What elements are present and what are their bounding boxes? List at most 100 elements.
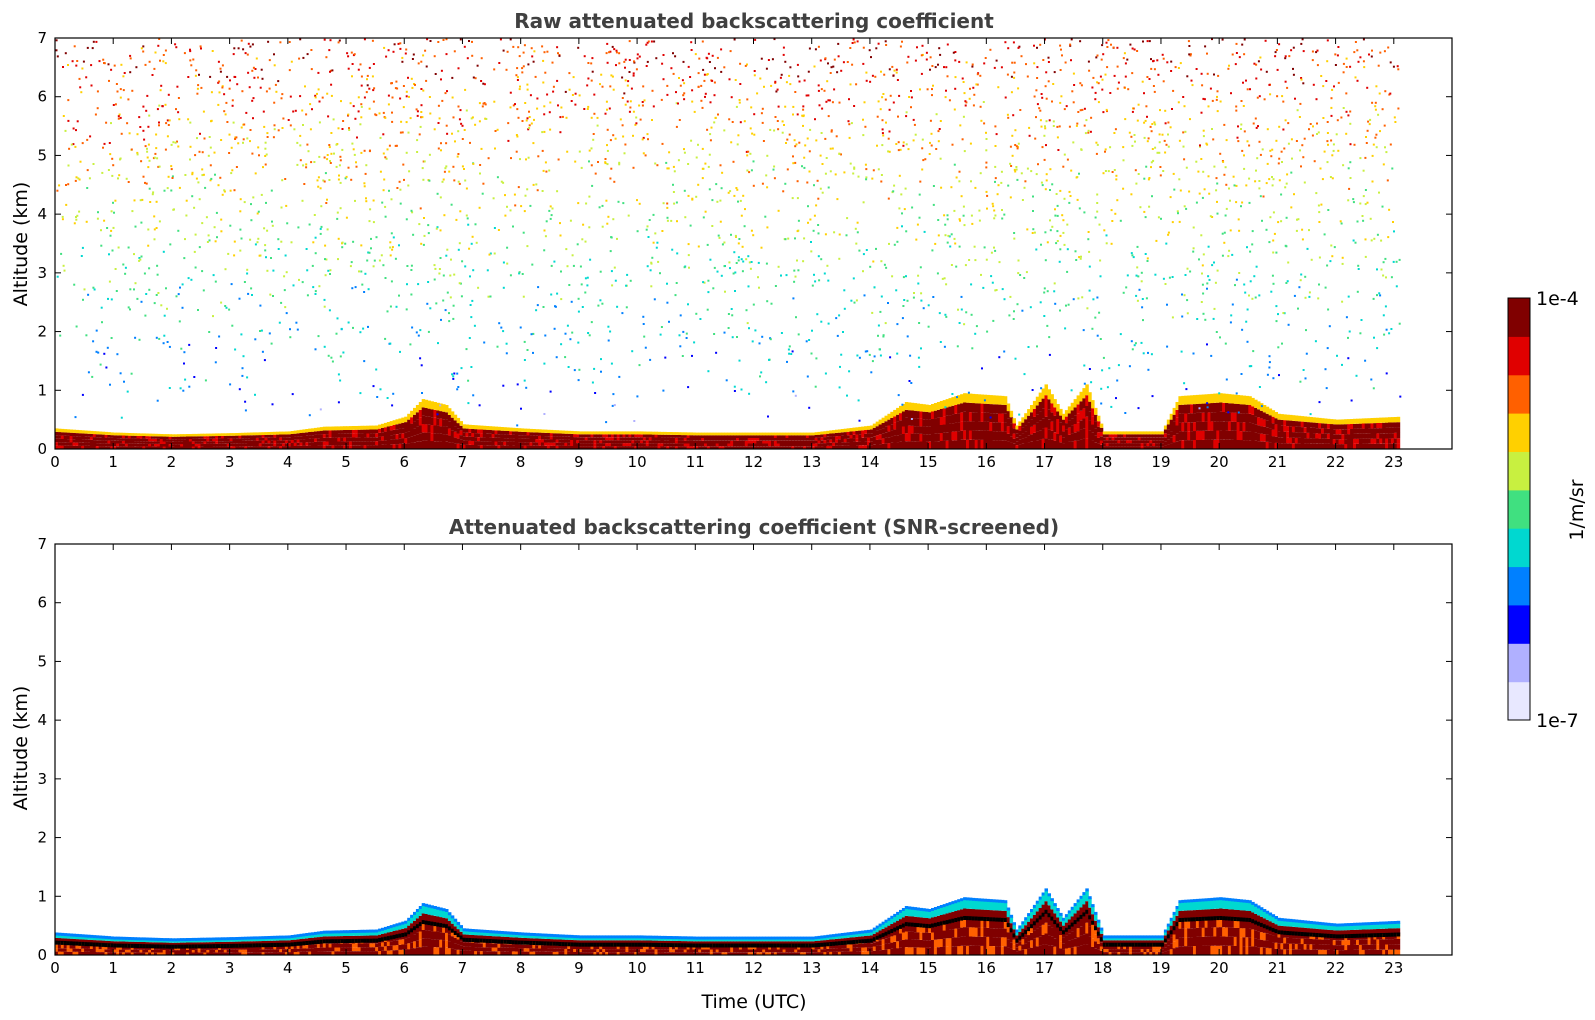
noise-pixel xyxy=(931,88,933,91)
noise-pixel xyxy=(691,354,693,357)
boundary-layer-cell xyxy=(127,438,132,441)
boundary-layer-cell xyxy=(139,438,143,442)
noise-pixel xyxy=(543,229,546,232)
boundary-layer-cell xyxy=(907,433,912,442)
boundary-layer-cell xyxy=(738,432,743,436)
boundary-layer-cell xyxy=(846,442,851,446)
noise-pixel xyxy=(891,275,894,278)
noise-pixel xyxy=(314,290,317,293)
noise-pixel xyxy=(991,202,994,205)
boundary-layer-cell xyxy=(974,439,979,449)
boundary-layer-cell xyxy=(736,438,740,441)
boundary-layer-cell xyxy=(124,441,129,444)
boundary-layer-cell xyxy=(776,438,781,441)
boundary-layer-cell xyxy=(1385,438,1389,444)
boundary-layer-cell xyxy=(299,436,303,440)
boundary-layer-cell xyxy=(1373,417,1377,424)
noise-pixel xyxy=(195,69,198,72)
boundary-layer-cell xyxy=(1216,430,1220,440)
boundary-layer-cell xyxy=(1201,403,1206,413)
noise-pixel xyxy=(1258,180,1261,182)
noise-pixel xyxy=(607,215,610,218)
boundary-layer-cell xyxy=(1018,426,1022,431)
boundary-layer-cell xyxy=(340,426,344,431)
boundary-layer-cell xyxy=(349,433,353,438)
boundary-layer-cell xyxy=(1190,440,1194,449)
boundary-layer-cell xyxy=(1326,418,1331,424)
boundary-layer-cell xyxy=(907,410,912,418)
boundary-layer-cell xyxy=(931,419,935,427)
noise-pixel xyxy=(970,313,973,316)
boundary-layer-cell xyxy=(805,432,810,436)
boundary-layer-cell xyxy=(925,426,929,435)
noise-pixel xyxy=(1274,55,1277,58)
noise-pixel xyxy=(127,306,130,309)
noise-pixel xyxy=(1076,122,1079,125)
noise-pixel xyxy=(634,123,637,126)
boundary-layer-cell xyxy=(383,431,388,436)
noise-pixel xyxy=(365,91,368,94)
boundary-layer-cell xyxy=(296,433,301,437)
boundary-layer-cell xyxy=(110,437,114,441)
noise-pixel xyxy=(711,54,714,57)
noise-pixel xyxy=(75,64,78,67)
noise-pixel xyxy=(102,58,105,61)
noise-pixel xyxy=(770,302,773,305)
noise-pixel xyxy=(506,50,509,53)
noise-pixel xyxy=(379,388,382,391)
noise-pixel xyxy=(1045,173,1048,176)
boundary-layer-cell xyxy=(293,433,298,437)
boundary-layer-cell xyxy=(98,431,103,435)
noise-pixel xyxy=(754,38,757,41)
noise-pixel xyxy=(1206,402,1209,405)
noise-pixel xyxy=(260,193,263,196)
boundary-layer-cell xyxy=(928,427,932,435)
boundary-layer-cell xyxy=(293,445,298,449)
boundary-layer-cell xyxy=(1079,410,1083,421)
noise-pixel xyxy=(370,237,372,240)
boundary-layer-cell xyxy=(750,443,755,447)
boundary-layer-cell xyxy=(369,433,373,438)
boundary-layer-cell xyxy=(72,442,76,446)
noise-pixel xyxy=(902,276,905,279)
noise-pixel xyxy=(902,141,905,144)
noise-pixel xyxy=(969,142,972,145)
noise-pixel xyxy=(608,107,611,110)
boundary-layer-cell xyxy=(651,437,656,441)
boundary-layer-cell xyxy=(581,431,586,435)
boundary-layer-cell xyxy=(759,443,763,447)
boundary-layer-cell xyxy=(127,441,132,444)
noise-pixel xyxy=(1230,314,1233,317)
boundary-layer-cell xyxy=(645,443,650,447)
boundary-layer-cell xyxy=(1195,431,1200,440)
boundary-layer-cell xyxy=(1280,419,1284,426)
boundary-layer-cell xyxy=(861,434,865,438)
noise-pixel xyxy=(1238,272,1241,274)
boundary-layer-cell xyxy=(1396,438,1401,444)
noise-pixel xyxy=(1000,181,1003,184)
boundary-layer-cell xyxy=(1230,403,1235,413)
boundary-layer-cell xyxy=(1332,444,1337,449)
noise-pixel xyxy=(1341,363,1343,366)
noise-pixel xyxy=(380,254,383,257)
boundary-layer-cell xyxy=(771,438,775,441)
boundary-layer-cell xyxy=(168,444,172,447)
boundary-layer-cell xyxy=(1230,430,1235,440)
noise-pixel xyxy=(265,201,267,204)
noise-pixel xyxy=(67,64,69,66)
boundary-layer-cell xyxy=(311,438,315,443)
noise-pixel xyxy=(1041,146,1044,149)
boundary-layer-cell xyxy=(555,439,560,443)
noise-pixel xyxy=(318,285,321,288)
boundary-layer-cell xyxy=(995,422,999,432)
boundary-layer-cell xyxy=(826,439,830,443)
noise-pixel xyxy=(1078,207,1081,210)
boundary-layer-cell xyxy=(1204,421,1209,431)
boundary-layer-cell xyxy=(360,433,365,438)
boundary-layer-cell xyxy=(695,440,699,444)
noise-pixel xyxy=(421,167,424,170)
boundary-layer-cell xyxy=(1358,423,1363,429)
noise-pixel xyxy=(762,140,765,142)
boundary-layer-cell xyxy=(75,436,79,440)
boundary-layer-cell xyxy=(1300,421,1305,428)
